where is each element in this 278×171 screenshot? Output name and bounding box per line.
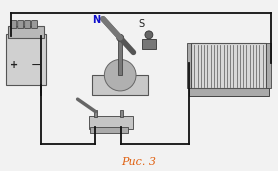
FancyBboxPatch shape bbox=[142, 39, 156, 49]
FancyBboxPatch shape bbox=[91, 127, 128, 133]
Bar bbox=[266, 43, 271, 88]
Text: −: − bbox=[31, 59, 41, 72]
Circle shape bbox=[104, 60, 136, 91]
Circle shape bbox=[117, 34, 124, 41]
FancyBboxPatch shape bbox=[25, 21, 31, 28]
FancyBboxPatch shape bbox=[93, 75, 148, 95]
Text: S: S bbox=[138, 19, 144, 29]
Text: +: + bbox=[10, 60, 18, 70]
FancyBboxPatch shape bbox=[192, 43, 266, 88]
Circle shape bbox=[145, 31, 153, 39]
FancyBboxPatch shape bbox=[32, 21, 38, 28]
FancyBboxPatch shape bbox=[88, 115, 133, 129]
FancyBboxPatch shape bbox=[188, 88, 269, 96]
Text: Рис. 3: Рис. 3 bbox=[121, 157, 157, 167]
Bar bbox=[120, 110, 123, 117]
FancyBboxPatch shape bbox=[6, 34, 46, 85]
Bar bbox=[187, 43, 192, 88]
FancyBboxPatch shape bbox=[18, 21, 24, 28]
FancyBboxPatch shape bbox=[11, 21, 17, 28]
Bar bbox=[95, 110, 97, 117]
Text: N: N bbox=[92, 15, 100, 25]
Bar bbox=[118, 38, 122, 75]
FancyBboxPatch shape bbox=[8, 26, 44, 38]
